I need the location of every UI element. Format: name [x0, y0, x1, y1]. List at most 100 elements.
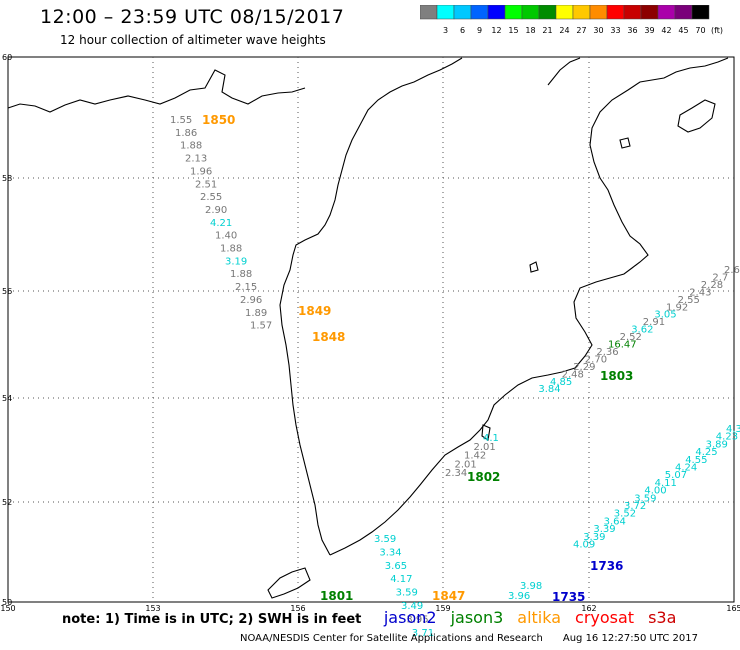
x-tick-label: 162 [581, 604, 596, 613]
wave-height-value: 2.15 [235, 282, 257, 293]
x-tick-label: 153 [145, 604, 160, 613]
wave-height-value: 3.62 [631, 325, 653, 336]
page-subtitle: 12 hour collection of altimeter wave hei… [60, 33, 326, 47]
satellite-key: jason2 jason3 altika cryosat s3a [383, 608, 691, 627]
legend-unit: (ft) [711, 26, 723, 35]
wave-height-value: 2.36 [596, 347, 618, 358]
wave-height-value: 2.7 [712, 272, 728, 283]
wave-height-value: 2.29 [573, 362, 595, 373]
wave-height-value: 3.59 [396, 588, 418, 599]
wave-height-value: 2.28 [701, 280, 723, 291]
wave-height-value: 4.23 [716, 432, 738, 443]
altimeter-tracks: 1.55 1.86 1.88 2.131.96 2.51 2.55 2.90 4.21 1.40… [170, 113, 740, 639]
pass-time-label: 1736 [590, 559, 623, 573]
wave-height-value: 3.65 [385, 561, 407, 572]
note-text: note: 1) Time is in UTC; 2) SWH is in fe… [62, 612, 362, 627]
wave-height-value: 2.01 [474, 442, 496, 453]
wave-height-value: 3.89 [706, 439, 728, 450]
wave-height-value: 3.49 [401, 601, 423, 612]
footer: NOAA/NESDIS Center for Satellite Applica… [240, 633, 698, 644]
pass-time-label: 1850 [202, 113, 235, 127]
satellite-key-cryosat: cryosat [575, 608, 635, 627]
pass-time-label: 1802 [467, 470, 500, 484]
wave-height-value: 3.64 [604, 516, 626, 527]
y-tick-label: 52 [2, 498, 12, 507]
satellite-key-jason2: jason2 [383, 608, 437, 627]
footer-timestamp: Aug 16 12:27:50 UTC 2017 [562, 633, 699, 644]
pass-time-label: 1848 [312, 330, 345, 344]
wave-height-value: 1.88 [180, 141, 202, 152]
x-tick-label: 156 [290, 604, 305, 613]
wave-height-value: 1.92 [666, 302, 688, 313]
pass-time-label: 1847 [432, 589, 465, 603]
page-title: 12:00 – 23:59 UTC 08/15/2017 [40, 6, 345, 28]
legend-swatch [691, 5, 710, 20]
wave-height-value: 1.57 [250, 321, 272, 332]
pass-time-label: 1849 [298, 304, 331, 318]
legend-tick-label: 6 [460, 26, 465, 35]
legend-tick-label: 36 [627, 26, 637, 35]
legend-tick-label: 12 [491, 26, 501, 35]
pass-time-label: 1735 [552, 590, 585, 604]
wave-height-value: 3.52 [614, 509, 636, 520]
wave-height-value: 2.51 [195, 179, 217, 190]
wave-height-value: 4.3 [726, 424, 740, 435]
wave-height-value: 4.25 [695, 447, 717, 458]
wave-height-value: 2.96 [240, 295, 262, 306]
legend-tick-label: 15 [508, 26, 518, 35]
y-tick-label: 54 [2, 394, 12, 403]
wave-height-value: 1.42 [464, 451, 486, 462]
wave-height-value: 3.39 [583, 532, 605, 543]
wave-height-value: 1.40 [215, 231, 237, 242]
legend-tick-label: 24 [559, 26, 569, 35]
wave-height-value: 2.90 [205, 205, 227, 216]
legend-tick-label: 45 [678, 26, 688, 35]
wave-height-value: 2.91 [643, 317, 665, 328]
wave-height-value: 16.47 [608, 340, 637, 351]
legend-tick-label: 42 [661, 26, 671, 35]
wave-height-value: 3.71 [412, 628, 434, 639]
wave-height-value: 4.09 [573, 540, 595, 551]
satellite-key-jason3: jason3 [450, 608, 504, 627]
legend-tick-label: 18 [525, 26, 535, 35]
wave-height-value: 1.88 [220, 244, 242, 255]
color-scale-legend: 3 6 9 12 15 18 21 24 27 30 33 36 39 42 45 70 (ft) [420, 5, 723, 35]
y-tick-label: 56 [2, 287, 12, 296]
wave-height-value: 2.55 [200, 192, 222, 203]
wave-height-value: 3.59 [374, 534, 396, 545]
wave-height-value: 3.84 [538, 384, 560, 395]
pass-time-label: 1801 [320, 589, 353, 603]
wave-height-value: 1.88 [230, 269, 252, 280]
wave-height-value: 2.70 [585, 354, 607, 365]
wave-height-value: 3.72 [624, 501, 646, 512]
wave-height-value: 1.96 [190, 166, 212, 177]
legend-tick-label: 70 [695, 26, 705, 35]
legend-tick-label: 9 [477, 26, 482, 35]
legend-tick-label: 27 [576, 26, 586, 35]
x-tick-label: 159 [435, 604, 450, 613]
wave-height-value: 3.39 [593, 524, 615, 535]
y-tick-label: 58 [2, 174, 12, 183]
wave-height-value: 4.85 [550, 377, 572, 388]
wave-height-value: 2.34 [445, 468, 467, 479]
legend-tick-label: 21 [542, 26, 552, 35]
wave-height-value: 2.6 [724, 265, 740, 276]
wave-height-value: 3.98 [520, 581, 542, 592]
wave-height-value: 3.34 [379, 547, 401, 558]
y-tick-label: 60 [2, 53, 12, 62]
wave-height-value: 3.95 [406, 614, 428, 625]
x-tick-label: 150 [0, 604, 15, 613]
wave-height-value: 3.05 [654, 310, 676, 321]
graticule [8, 57, 734, 602]
legend-tick-label: 33 [610, 26, 620, 35]
footer-credit: NOAA/NESDIS Center for Satellite Applica… [240, 633, 543, 644]
axis-tick-labels: 150 153 156 159 162 165 60 58 56 54 52 50 [0, 53, 740, 613]
wave-height-value: 1.86 [175, 128, 197, 139]
map-frame [7, 56, 735, 603]
wave-height-value: 2.43 [689, 287, 711, 298]
y-tick-label: 50 [2, 598, 12, 607]
wave-height-value: 4.21 [210, 218, 232, 229]
wave-height-value: 4.55 [685, 455, 707, 466]
wave-height-value: 4.11 [655, 478, 677, 489]
